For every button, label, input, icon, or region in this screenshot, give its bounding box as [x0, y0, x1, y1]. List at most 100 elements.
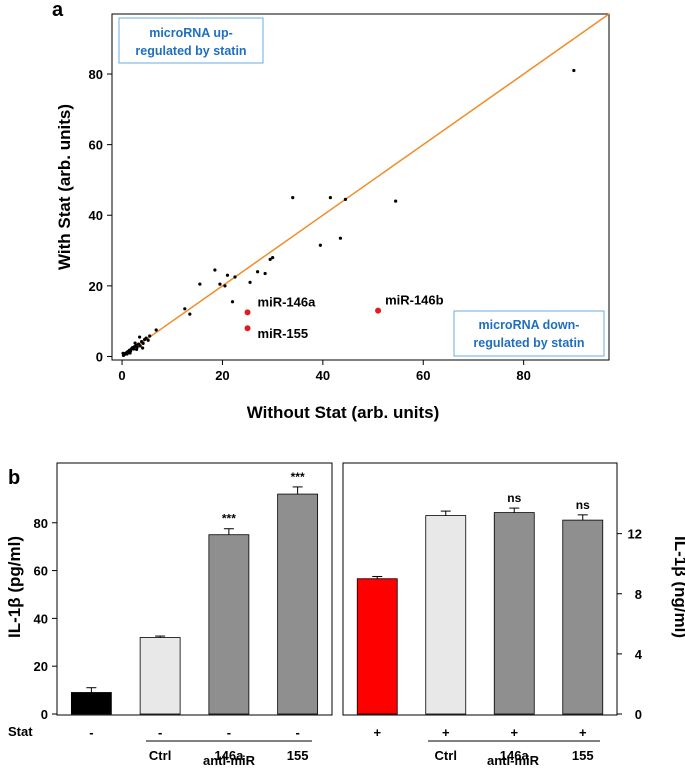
- y-tick-label: 60: [34, 564, 48, 579]
- data-point: [125, 352, 129, 356]
- data-point: [268, 257, 272, 261]
- data-point: [233, 275, 237, 279]
- category-label: Ctrl: [149, 748, 171, 763]
- data-point: [148, 334, 152, 338]
- anti-mir-right-label: anti-miR: [487, 753, 540, 768]
- highlight-label: miR-155: [258, 326, 309, 341]
- data-point: [223, 284, 227, 288]
- y-tick-label: 60: [89, 138, 103, 153]
- y-tick-label: 0: [635, 707, 642, 722]
- upregulated-line-1: microRNA up-: [149, 26, 233, 40]
- bar: [425, 515, 467, 715]
- data-point: [146, 338, 150, 342]
- highlight-point: [244, 309, 251, 316]
- bar-chart-panel: 0 20 40 60 80 - - Ctrl *** - 146a *** - 155 0 4 8 12 + + Ct…: [5, 462, 685, 768]
- data-point: [141, 341, 145, 346]
- category-label: Ctrl: [435, 748, 457, 763]
- category-label: 146a: [500, 748, 530, 763]
- stat-value: -: [89, 725, 93, 740]
- bar: [277, 493, 319, 715]
- data-point: [225, 273, 230, 277]
- highlight-point: [244, 325, 251, 332]
- data-point: [213, 268, 217, 272]
- x-tick-label: 20: [215, 368, 229, 383]
- upregulated-line-2: regulated by statin: [135, 44, 246, 58]
- scatter-y-label: With Stat (arb. units): [55, 104, 74, 270]
- bar: [70, 692, 112, 715]
- data-point: [183, 307, 187, 311]
- data-point: [198, 282, 202, 286]
- data-point: [394, 199, 398, 203]
- y-tick-label: 12: [628, 527, 642, 542]
- bar-left-frame: [56, 462, 333, 716]
- bar: [356, 578, 398, 715]
- scatter-plot-panel: 0 20 40 60 80 0 20 40 60 80 miR-146a miR-155 miR-14…: [55, 13, 610, 422]
- data-point: [134, 347, 139, 352]
- stat-value: -: [227, 725, 231, 740]
- scatter-frame: [111, 13, 610, 361]
- x-tick-label: 80: [516, 368, 530, 383]
- y-tick-label: 20: [89, 279, 103, 294]
- data-point: [138, 344, 142, 348]
- stat-value: +: [373, 725, 381, 740]
- y-tick-label: 0: [41, 707, 48, 722]
- x-tick-label: 60: [416, 368, 430, 383]
- data-point: [128, 351, 132, 355]
- bar: [562, 519, 604, 715]
- bar-right-y-label: IL-1β (ng/ml): [671, 536, 685, 638]
- stat-row-label: Stat: [8, 724, 33, 739]
- downregulated-line-2: regulated by statin: [473, 336, 584, 350]
- y-tick-label: 20: [34, 659, 48, 674]
- data-point: [572, 68, 576, 73]
- highlight-label: miR-146a: [258, 294, 317, 309]
- y-tick-label: 80: [89, 67, 103, 82]
- data-point: [121, 351, 125, 355]
- data-point: [291, 195, 295, 200]
- data-point: [343, 197, 348, 201]
- data-point: [188, 312, 192, 316]
- stat-value: +: [579, 725, 587, 740]
- y-tick-label: 40: [89, 208, 103, 223]
- significance-label: ns: [507, 491, 521, 505]
- data-point: [255, 270, 260, 274]
- category-label: 146a: [214, 748, 244, 763]
- significance-label: ***: [291, 470, 305, 484]
- data-point: [133, 341, 137, 345]
- data-point: [318, 243, 322, 247]
- downregulated-line-1: microRNA down-: [479, 318, 580, 332]
- data-point: [230, 300, 235, 304]
- bar: [208, 534, 250, 715]
- highlight-label: miR-146b: [385, 293, 444, 308]
- bar: [139, 637, 181, 715]
- anti-mir-left-label: anti-miR: [203, 753, 256, 768]
- significance-label: ***: [222, 512, 236, 526]
- data-point: [141, 346, 145, 350]
- data-point: [271, 256, 275, 260]
- stat-value: -: [295, 725, 299, 740]
- bar: [493, 512, 535, 715]
- downregulated-annotation: microRNA down- regulated by statin: [453, 310, 605, 357]
- upregulated-annotation: microRNA up- regulated by statin: [118, 17, 264, 64]
- category-label: 155: [287, 748, 309, 763]
- y-tick-label: 40: [34, 611, 48, 626]
- bar-right-frame: [342, 462, 618, 716]
- panel-label-b: b: [8, 467, 20, 489]
- data-point: [218, 282, 222, 286]
- panel-label-a: a: [52, 0, 64, 21]
- bar-left-y-label: IL-1β (pg/ml): [5, 536, 24, 638]
- y-tick-label: 80: [34, 516, 48, 531]
- category-label: 155: [572, 748, 594, 763]
- data-point: [248, 280, 252, 284]
- data-point: [138, 335, 142, 339]
- stat-value: +: [510, 725, 518, 740]
- x-tick-label: 0: [118, 368, 125, 383]
- highlight-point: [375, 307, 382, 314]
- significance-label: ns: [576, 498, 590, 512]
- data-point: [131, 347, 136, 351]
- data-point: [144, 336, 148, 340]
- data-point: [154, 328, 158, 332]
- stat-value: -: [158, 725, 162, 740]
- identity-line: [121, 13, 610, 358]
- scatter-x-label: Without Stat (arb. units): [247, 403, 440, 422]
